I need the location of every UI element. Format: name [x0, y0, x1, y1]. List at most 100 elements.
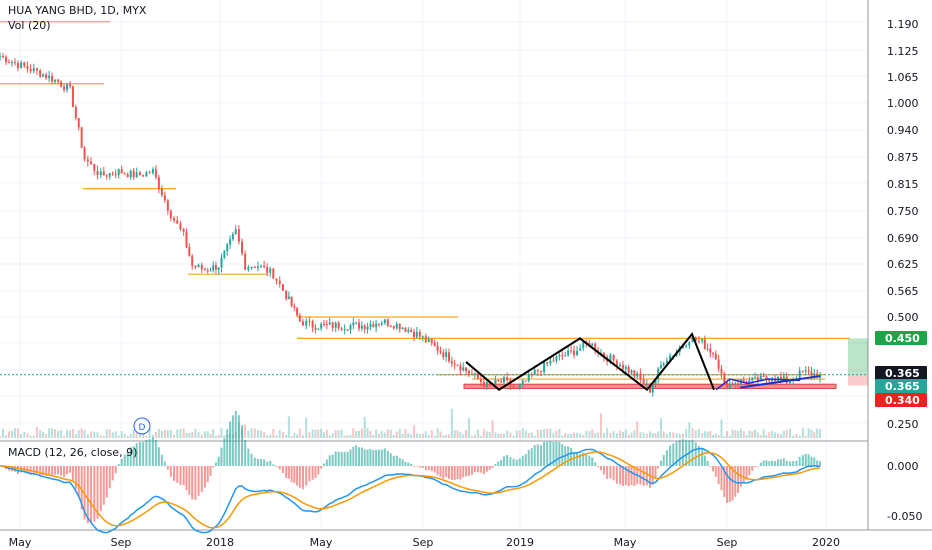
macd-histogram-bar — [782, 458, 785, 466]
macd-histogram-bar — [383, 448, 386, 466]
volume-bar — [173, 434, 176, 438]
volume-bar — [723, 435, 726, 438]
candle-body — [231, 234, 234, 240]
volume-bar — [105, 429, 108, 438]
volume-bar — [731, 429, 734, 438]
volume-bar — [114, 431, 117, 438]
candle-body — [358, 322, 361, 329]
volume-bar — [337, 430, 340, 438]
volume-bar — [662, 431, 665, 438]
macd-indicator-label[interactable]: MACD (12, 26, close, 9) — [8, 446, 137, 459]
volume-bar — [450, 408, 453, 438]
candle-body — [355, 322, 358, 324]
volume-bar — [290, 435, 293, 438]
candle-body — [788, 380, 791, 384]
macd-histogram-bar — [470, 466, 473, 475]
volume-bar — [71, 428, 74, 438]
candle-body — [54, 79, 57, 82]
volume-bar — [436, 428, 439, 438]
macd-histogram-bar — [200, 466, 203, 493]
candle-body — [714, 353, 717, 360]
time-axis[interactable]: May Sep 2018 May Sep 2019 May Sep 2020 — [9, 536, 840, 549]
volume-bar — [518, 430, 521, 438]
macd-histogram-bar — [296, 466, 299, 486]
volume-bar — [768, 432, 771, 438]
macd-histogram-bar — [63, 466, 66, 477]
volume-bar — [555, 430, 558, 438]
volume-bar — [302, 435, 305, 438]
candle-body — [4, 56, 7, 63]
volume-bar — [737, 430, 739, 438]
candle-body — [612, 355, 615, 361]
macd-histogram-bar — [804, 453, 807, 466]
candle-body — [337, 322, 340, 329]
macd-histogram-bar — [591, 457, 594, 466]
candle-body — [352, 322, 355, 326]
volume-bar — [32, 435, 35, 438]
macd-histogram-bar — [57, 466, 60, 475]
macd-histogram-bar — [308, 466, 311, 482]
candle-body — [386, 319, 389, 326]
macd-histogram-bar — [433, 466, 436, 473]
volume-bar — [685, 428, 688, 438]
volume-bar — [570, 433, 573, 438]
volume-bar — [197, 432, 200, 438]
volume-bar — [630, 432, 633, 438]
macd-histogram-bar — [430, 466, 433, 472]
price-tick-label: 1.000 — [887, 97, 919, 110]
candle-body — [32, 68, 35, 72]
volume-bar — [148, 428, 151, 438]
volume-bar — [706, 431, 709, 438]
volume-bar — [151, 434, 154, 438]
price-axis[interactable]: 1.190 1.125 1.065 1.000 0.940 0.875 0.815 0.750… — [887, 18, 922, 523]
volume-indicator-label[interactable]: Vol (20) — [8, 19, 51, 32]
volume-bar — [703, 431, 706, 438]
candle-body — [734, 383, 737, 385]
candle-body — [453, 363, 456, 365]
candle-body — [543, 362, 546, 372]
price-badge-bg — [875, 331, 927, 345]
candle-body — [328, 322, 331, 325]
macd-histogram-bar — [795, 460, 798, 466]
macd-histogram-bar — [651, 466, 654, 485]
candle-body — [200, 264, 203, 270]
volume-bar — [398, 428, 401, 438]
volume-bar — [636, 421, 639, 438]
candle-body — [633, 370, 636, 377]
volume-bar — [380, 431, 383, 438]
candle-body — [10, 62, 13, 64]
volume-bar — [120, 431, 123, 438]
macd-histogram-bar — [465, 466, 468, 477]
macd-histogram-bar — [32, 466, 35, 474]
volume-bar — [86, 434, 89, 438]
volume-bar — [296, 434, 299, 438]
volume-bar — [488, 432, 491, 438]
candle-body — [90, 161, 93, 165]
candle-body — [123, 173, 126, 175]
candle-body — [272, 268, 275, 279]
candle-body — [217, 267, 220, 270]
volume-bar — [166, 430, 169, 438]
candle-body — [506, 377, 509, 381]
candle-body — [305, 320, 308, 326]
volume-bar — [247, 430, 250, 438]
macd-histogram-bar — [709, 466, 712, 467]
price-tick-label: 0.940 — [887, 124, 919, 137]
macd-histogram-bar — [694, 442, 697, 466]
macd-histogram-bar — [445, 466, 448, 477]
candle-body — [459, 365, 462, 371]
macd-histogram-bar — [720, 466, 723, 491]
volume-bar — [762, 429, 765, 438]
volume-bar — [819, 429, 821, 438]
macd-histogram-bar — [120, 458, 123, 466]
dividend-event-marker[interactable]: D — [133, 417, 151, 435]
macd-histogram-bar — [412, 466, 415, 467]
candle-body — [573, 350, 575, 356]
candle-body — [111, 173, 114, 175]
candle-body — [179, 223, 182, 230]
candle-body — [188, 247, 191, 257]
volume-bar — [442, 435, 445, 438]
candle-body — [93, 164, 96, 171]
